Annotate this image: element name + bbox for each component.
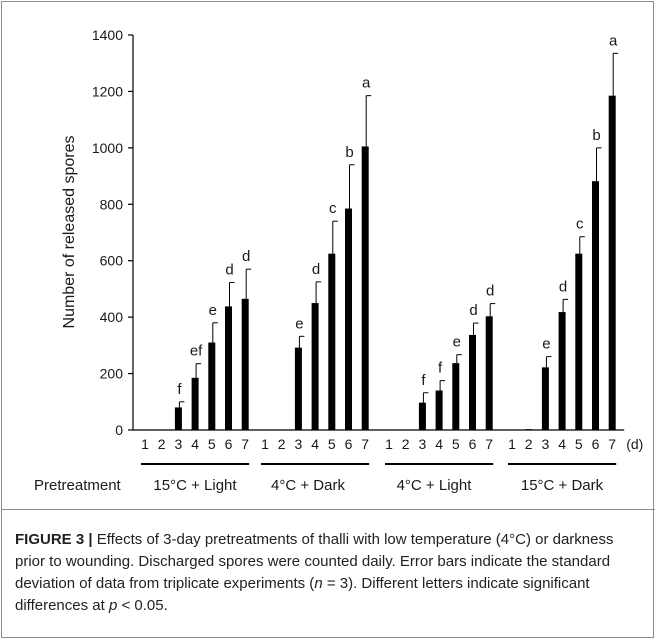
significance-letter: a — [609, 32, 618, 49]
significance-letter: f — [177, 381, 182, 398]
x-day-label: 3 — [419, 436, 427, 452]
significance-letter: d — [225, 261, 233, 278]
x-day-label: 6 — [592, 436, 600, 452]
y-tick-label: 1200 — [92, 83, 123, 99]
caption-p-symbol: p — [108, 597, 118, 614]
bar — [208, 342, 216, 430]
x-day-label: 1 — [385, 436, 393, 452]
significance-letter: a — [362, 75, 371, 92]
caption-text-3: < 0.05. — [117, 597, 168, 614]
bar — [311, 303, 319, 430]
x-day-label: 2 — [402, 436, 410, 452]
bar-chart: 0 200 400 600 800 1000 1200 1400 Number of relea… — [34, 27, 643, 494]
x-unit-label: (d) — [626, 436, 643, 452]
significance-letter: d — [312, 261, 320, 278]
significance-letter: c — [576, 216, 584, 233]
x-day-label: 4 — [191, 436, 199, 452]
y-tick-label: 0 — [115, 422, 123, 438]
caption-n-symbol: n — [314, 575, 323, 592]
y-tick-label: 600 — [100, 253, 124, 269]
bar — [191, 377, 199, 430]
bar — [485, 316, 493, 430]
x-day-label: 1 — [508, 436, 516, 452]
bar — [225, 306, 232, 430]
significance-letter: b — [345, 144, 353, 161]
group-label: 4°C + Light — [397, 477, 473, 494]
x-day-label: 3 — [175, 436, 183, 452]
bar — [345, 208, 352, 430]
x-day-label: 2 — [278, 436, 286, 452]
significance-letter: d — [469, 302, 477, 319]
x-day-label: 6 — [225, 436, 233, 452]
significance-letter: d — [559, 278, 567, 295]
group-label: 15°C + Dark — [521, 477, 604, 494]
bar — [592, 181, 599, 430]
bar — [608, 95, 616, 431]
x-day-label: 2 — [525, 436, 533, 452]
x-day-label: 7 — [361, 436, 369, 452]
x-day-label: 1 — [261, 436, 269, 452]
caption-figure-label: FIGURE 3 | — [15, 531, 93, 548]
x-day-label: 7 — [485, 436, 493, 452]
x-day-label: 4 — [435, 436, 443, 452]
x-day-label: 1 — [141, 436, 149, 452]
significance-letter: d — [242, 248, 250, 265]
significance-letter: e — [542, 336, 550, 353]
y-tick-label: 800 — [100, 196, 124, 212]
y-tick-label: 200 — [100, 366, 124, 382]
y-axis-label: Number of released spores — [61, 136, 78, 329]
significance-letter: f — [421, 372, 426, 389]
significance-letter: b — [592, 127, 600, 144]
x-day-label: 4 — [311, 436, 319, 452]
caption-text-1: Effects of 3-day pretreatments of thalli… — [15, 531, 614, 592]
x-day-label: 4 — [558, 436, 566, 452]
x-day-label: 7 — [608, 436, 616, 452]
x-day-label: 6 — [345, 436, 353, 452]
x-day-label: 2 — [158, 436, 166, 452]
bar — [452, 363, 460, 430]
group-label: 15°C + Light — [153, 477, 237, 494]
figure-caption: FIGURE 3 | Effects of 3-day pretreatment… — [15, 529, 647, 617]
bar — [241, 298, 249, 430]
bar — [558, 312, 566, 430]
significance-letter: f — [438, 360, 443, 377]
significance-letter: e — [453, 334, 461, 351]
bar — [575, 253, 583, 430]
y-tick-label: 400 — [100, 309, 124, 325]
bar — [328, 253, 336, 430]
y-tick-label: 1000 — [92, 140, 123, 156]
group-label: 4°C + Dark — [271, 477, 345, 494]
x-day-label: 5 — [575, 436, 583, 452]
group-prefix-label: Pretreatment — [34, 477, 122, 494]
x-day-label: 3 — [542, 436, 550, 452]
bar — [435, 390, 443, 430]
x-day-label: 5 — [328, 436, 336, 452]
x-day-label: 5 — [452, 436, 460, 452]
x-day-label: 3 — [295, 436, 303, 452]
caption-text-2: = 3). Different letters indicate signifi… — [15, 575, 590, 614]
x-day-label: 6 — [469, 436, 477, 452]
bar — [469, 334, 476, 430]
bar — [541, 367, 549, 430]
bar — [294, 347, 302, 430]
significance-letter: e — [295, 315, 303, 332]
significance-letter: ef — [190, 343, 203, 360]
significance-letter: e — [209, 302, 217, 319]
bar — [418, 402, 426, 430]
x-day-label: 7 — [241, 436, 249, 452]
caption-divider — [2, 509, 655, 510]
significance-letter: c — [329, 200, 337, 217]
x-day-label: 5 — [208, 436, 216, 452]
significance-letter: d — [486, 283, 494, 300]
bar — [174, 407, 182, 430]
bar — [525, 429, 533, 430]
bar — [361, 146, 369, 431]
y-tick-label: 1400 — [92, 27, 123, 43]
